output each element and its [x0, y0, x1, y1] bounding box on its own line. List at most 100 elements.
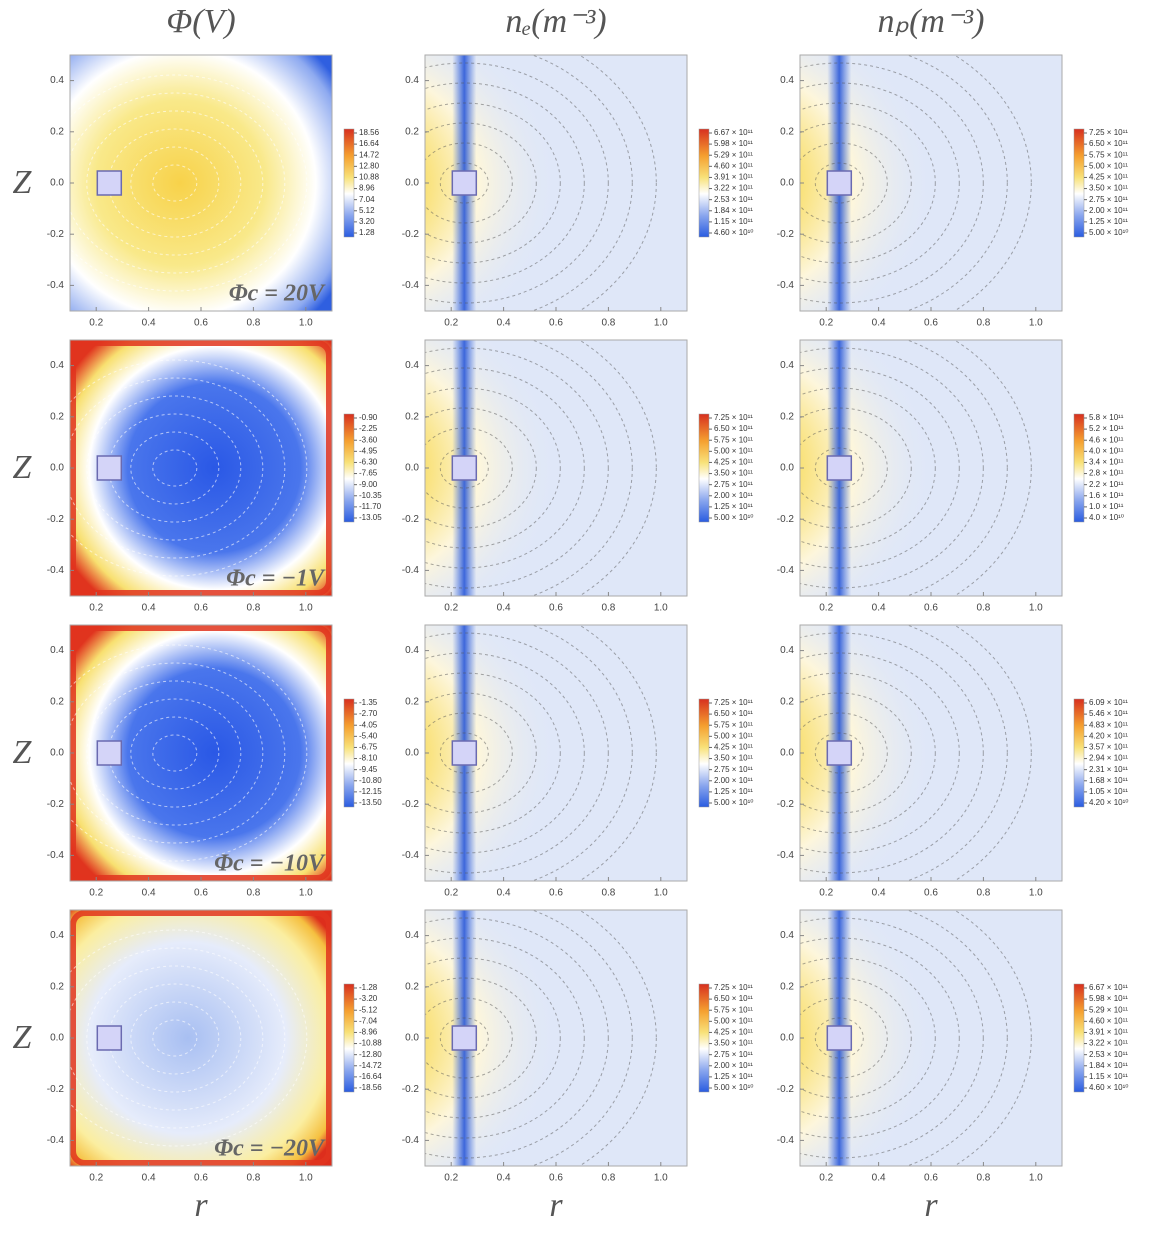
colorbar-tick-label: 3.91 × 10¹¹ [714, 173, 753, 182]
y-tick-label: 0.0 [405, 1033, 419, 1044]
probe [451, 170, 478, 196]
x-tick-label: 0.2 [444, 888, 458, 899]
contour-line [800, 977, 912, 1099]
x-tick-label: 0.8 [246, 1173, 260, 1184]
colorbar [343, 128, 355, 238]
colorbar-tick-label: 6.50 × 10¹¹ [714, 709, 753, 718]
y-tick-label: -0.4 [47, 1135, 65, 1146]
y-tick-label: -0.2 [402, 514, 420, 525]
y-tick-label: 0.2 [405, 126, 419, 137]
contour-line [425, 712, 513, 794]
x-tick-label: 0.4 [497, 603, 511, 614]
colorbar-tick-label: 4.0 × 10¹¹ [1089, 446, 1124, 455]
contour-line [800, 937, 960, 1139]
contour-line [130, 146, 220, 220]
contour-line [425, 427, 513, 509]
colorbar-tick-label: 5.75 × 10¹¹ [1089, 150, 1128, 159]
probe [96, 1025, 123, 1051]
column-title: Φ(V) [166, 3, 235, 40]
y-tick-label: 0.0 [405, 178, 419, 189]
colorbar-tick-label: 3.22 × 10¹¹ [714, 184, 753, 193]
colorbar-tick-label: 1.15 × 10¹¹ [714, 217, 753, 226]
colorbar-tick-label: -2.70 [359, 709, 378, 718]
y-tick-label: -0.2 [777, 1084, 795, 1095]
y-tick-label: 0.0 [405, 463, 419, 474]
colorbar-tick-label: 1.25 × 10¹¹ [714, 502, 753, 511]
colorbar-tick-label: -4.05 [359, 720, 378, 729]
y-axis-label: Z [13, 734, 33, 771]
colorbar-tick-label: 8.96 [359, 184, 375, 193]
x-tick-label: 0.8 [601, 1173, 615, 1184]
colorbar-tick-label: 3.50 × 10¹¹ [1089, 184, 1128, 193]
probe [96, 740, 123, 766]
contour-line [800, 997, 888, 1079]
colorbar-tick-label: 6.67 × 10¹¹ [1089, 983, 1128, 992]
colorbar-tick-label: 1.84 × 10¹¹ [714, 206, 753, 215]
colorbar-tick-label: -5.12 [359, 1005, 378, 1014]
x-tick-label: 0.2 [819, 318, 833, 329]
colorbar-tick-label: -11.70 [359, 502, 382, 511]
colorbar-tick-label: -18.56 [359, 1083, 382, 1092]
y-tick-label: -0.2 [47, 229, 65, 240]
colorbar-tick-label: -3.60 [359, 435, 378, 444]
colorbar-tick-label: 18.56 [359, 128, 380, 137]
x-tick-label: 0.2 [819, 603, 833, 614]
x-tick-label: 0.8 [601, 318, 615, 329]
contour-line [70, 929, 308, 1147]
colorbar-tick-label: 3.50 × 10¹¹ [714, 754, 753, 763]
x-tick-label: 0.8 [246, 603, 260, 614]
colorbar-tick-label: 3.91 × 10¹¹ [1089, 1028, 1128, 1037]
y-tick-label: -0.4 [402, 850, 420, 861]
y-tick-label: 0.2 [780, 981, 794, 992]
probe [96, 455, 123, 481]
x-tick-label: 0.2 [444, 603, 458, 614]
contour-line [425, 62, 609, 304]
contour-line [800, 82, 960, 284]
x-tick-label: 0.6 [924, 1173, 938, 1184]
x-tick-label: 0.6 [194, 888, 208, 899]
x-axis-label: r [549, 1187, 563, 1224]
colorbar-tick-label: -8.10 [359, 754, 378, 763]
colorbar-tick-label: -7.65 [359, 469, 378, 478]
x-tick-label: 1.0 [1029, 1173, 1043, 1184]
contour-line [530, 340, 633, 596]
colorbar-tick-label: -10.88 [359, 1039, 382, 1048]
contour-line [425, 672, 561, 834]
colorbar-tick-label: 2.2 × 10¹¹ [1089, 480, 1124, 489]
contour-line [800, 102, 936, 264]
colorbar-tick-label: -13.05 [359, 513, 382, 522]
x-tick-label: 0.2 [819, 888, 833, 899]
colorbar-tick-label: 7.25 × 10¹¹ [1089, 128, 1128, 137]
x-tick-label: 0.2 [89, 318, 103, 329]
colorbar [1073, 983, 1085, 1093]
x-axis-label: r [924, 1187, 938, 1224]
x-tick-label: 0.8 [976, 888, 990, 899]
contour-line [814, 732, 864, 774]
colorbar-tick-label: 2.75 × 10¹¹ [714, 765, 753, 774]
colorbar-tick-label: -5.40 [359, 731, 378, 740]
colorbar-tick-label: 4.25 × 10¹¹ [1089, 173, 1128, 182]
field [70, 55, 332, 311]
probe [826, 170, 853, 196]
contour-line [425, 632, 609, 874]
y-tick-label: 0.0 [780, 748, 794, 759]
contour-line [130, 1001, 220, 1075]
y-tick-label: 0.4 [405, 75, 419, 86]
colorbar-tick-label: -12.80 [359, 1050, 382, 1059]
y-tick-label: 0.2 [405, 696, 419, 707]
x-tick-label: 0.4 [497, 888, 511, 899]
contour-line [800, 387, 936, 549]
x-tick-label: 1.0 [1029, 888, 1043, 899]
x-tick-label: 0.2 [89, 1173, 103, 1184]
contour-line [152, 164, 198, 202]
y-tick-label: -0.4 [47, 850, 65, 861]
contour-line [425, 387, 561, 549]
colorbar-tick-label: -3.20 [359, 994, 378, 1003]
contour-line [800, 917, 984, 1159]
contour-line [530, 55, 633, 311]
y-tick-label: -0.2 [402, 229, 420, 240]
colorbar-tick-label: 2.00 × 10¹¹ [714, 776, 753, 785]
annotation: Φc = −20V [214, 1136, 326, 1162]
contour-line [425, 997, 513, 1079]
